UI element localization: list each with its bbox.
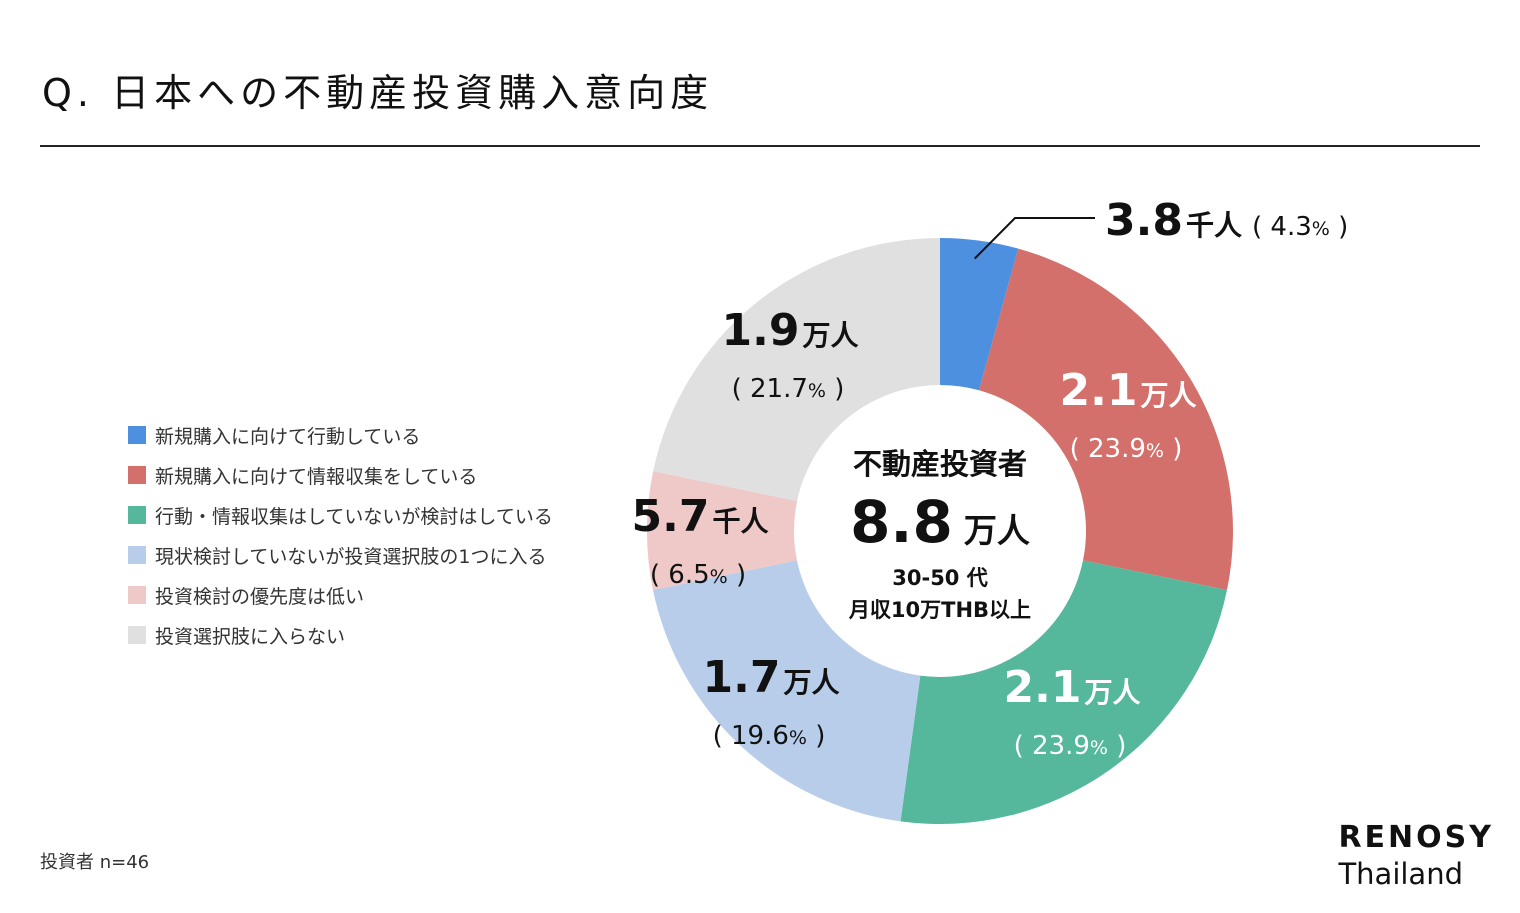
legend-label: 投資検討の優先度は低い: [155, 585, 365, 608]
slice-percent-label: ( 19.6% ): [713, 721, 826, 751]
legend-item: 投資選択肢に入らない: [128, 615, 553, 655]
slice-unit: 千人: [1186, 209, 1242, 242]
center-value: 8.8: [850, 488, 953, 556]
legend-label: 投資選択肢に入らない: [155, 625, 346, 648]
slice-percent: 6.5: [668, 560, 709, 590]
center-sub-age: 30-50 代: [892, 566, 987, 590]
donut-slice: [647, 471, 798, 591]
legend-swatch: [128, 586, 146, 604]
slice-unit: 万人: [783, 666, 839, 699]
slice-percent-label: ( 21.7% ): [732, 374, 845, 404]
slice-percent: 23.9: [1088, 434, 1146, 464]
center-unit: 万人: [964, 511, 1030, 550]
slice-label: 2.1 万人 ( 23.9% ): [1004, 662, 1141, 761]
slice-value-label: 5.7 千人: [632, 491, 769, 542]
slice-value-label: 2.1 万人: [1060, 365, 1197, 416]
slice-percent: 21.7: [750, 374, 808, 404]
slice-percent: 19.6: [731, 721, 789, 751]
brand-name: RENOSY: [1338, 820, 1494, 855]
slice-percent-label: ( 23.9% ): [1070, 434, 1183, 464]
brand-region: Thailand: [1338, 857, 1463, 891]
legend-swatch: [128, 506, 146, 524]
slice-unit: 万人: [1140, 379, 1196, 412]
legend-label: 新規購入に向けて行動している: [155, 425, 421, 448]
legend-item: 新規購入に向けて行動している: [128, 415, 553, 455]
slice-value: 3.8: [1105, 195, 1183, 246]
legend-swatch: [128, 426, 146, 444]
slice-value-label: 3.8 千人: [1105, 195, 1242, 246]
legend-item: 行動・情報収集はしていないが検討はしている: [128, 495, 553, 535]
slice-unit: 万人: [1084, 676, 1140, 709]
legend: 新規購入に向けて行動している新規購入に向けて情報収集をしている行動・情報収集はし…: [128, 415, 553, 655]
slice-unit: 万人: [802, 319, 858, 352]
legend-item: 現状検討していないが投資選択肢の1つに入る: [128, 535, 553, 575]
slice-percent: 23.9: [1032, 731, 1090, 761]
center-sub-income: 月収10万THB以上: [848, 598, 1031, 622]
brand-logo: RENOSY Thailand: [1338, 820, 1494, 892]
slice-label: 3.8 千人 ( 4.3% ): [973, 195, 1348, 260]
center-label: 不動産投資者: [853, 447, 1027, 481]
legend-label: 行動・情報収集はしていないが検討はしている: [155, 505, 553, 528]
legend-item: 新規購入に向けて情報収集をしている: [128, 455, 553, 495]
donut-slice: [653, 560, 921, 822]
donut-slice: [940, 238, 1019, 391]
donut-center: 不動産投資者 8.8 万人 30-50 代 月収10万THB以上: [848, 447, 1031, 622]
center-total: 8.8 万人: [850, 488, 1030, 556]
legend-swatch: [128, 626, 146, 644]
leader-line: [973, 217, 1095, 260]
slice-label: 1.9 万人 ( 21.7% ): [722, 305, 859, 404]
slice-label: 1.7 万人 ( 19.6% ): [703, 652, 840, 751]
chart-title: Q. 日本への不動産投資購入意向度: [42, 71, 714, 115]
slice-value-label: 1.9 万人: [722, 305, 859, 356]
slice-percent-label: ( 23.9% ): [1014, 731, 1127, 761]
donut-slice: [900, 560, 1227, 824]
legend-label: 現状検討していないが投資選択肢の1つに入る: [155, 545, 547, 568]
title-divider: [40, 145, 1480, 147]
legend-label: 新規購入に向けて情報収集をしている: [155, 465, 478, 488]
legend-item: 投資検討の優先度は低い: [128, 575, 553, 615]
slice-value: 5.7: [632, 491, 710, 542]
slice-label: 2.1 万人 ( 23.9% ): [1060, 365, 1197, 464]
slice-value: 2.1: [1004, 662, 1082, 713]
slice-unit: 千人: [712, 505, 768, 538]
donut-slice: [653, 237, 940, 502]
slice-value-label: 1.7 万人: [703, 652, 840, 703]
slice-value-label: 2.1 万人: [1004, 662, 1141, 713]
slice-value: 2.1: [1060, 365, 1138, 416]
slice-value: 1.9: [722, 305, 800, 356]
slice-percent-label: ( 4.3% ): [1252, 212, 1348, 242]
slice-value: 1.7: [703, 652, 781, 703]
slice-percent-label: ( 6.5% ): [650, 560, 746, 590]
slice-label: 5.7 千人 ( 6.5% ): [632, 491, 769, 590]
legend-swatch: [128, 466, 146, 484]
slice-percent: 4.3: [1270, 212, 1311, 242]
footnote: 投資者 n=46: [40, 852, 150, 873]
legend-swatch: [128, 546, 146, 564]
donut-slice: [979, 248, 1233, 591]
